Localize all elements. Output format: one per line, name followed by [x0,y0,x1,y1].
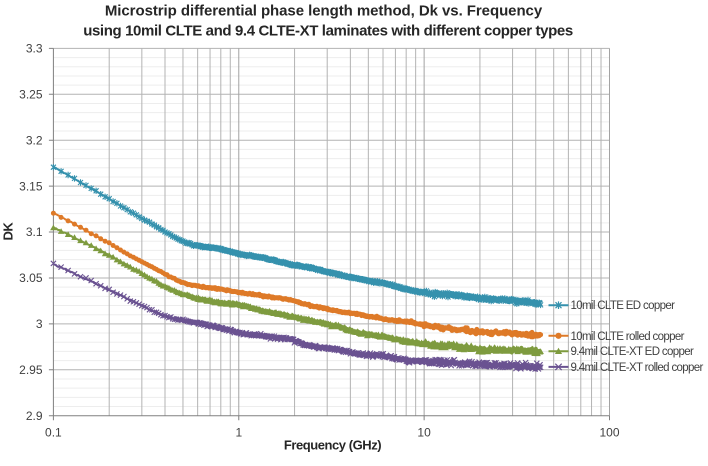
svg-text:0.1: 0.1 [45,426,62,440]
svg-text:3.3: 3.3 [26,42,43,56]
svg-text:10mil CLTE ED copper: 10mil CLTE ED copper [571,300,676,312]
svg-text:3.1: 3.1 [26,225,43,239]
svg-text:using 10mil CLTE and 9.4 CLTE-: using 10mil CLTE and 9.4 CLTE-XT laminat… [83,23,573,40]
svg-text:Frequency (GHz): Frequency (GHz) [284,438,381,453]
svg-text:100: 100 [599,426,619,440]
svg-text:9.4mil CLTE-XT rolled copper: 9.4mil CLTE-XT rolled copper [571,362,704,374]
svg-text:10: 10 [417,426,431,440]
svg-text:3.2: 3.2 [26,133,43,147]
svg-text:9.4mil CLTE-XT ED copper: 9.4mil CLTE-XT ED copper [571,346,694,358]
svg-text:DK: DK [1,222,16,241]
svg-text:10mil CLTE rolled copper: 10mil CLTE rolled copper [571,331,685,343]
svg-text:2.95: 2.95 [19,363,43,377]
svg-text:3.05: 3.05 [19,271,43,285]
svg-text:Microstrip differential phase: Microstrip differential phase length met… [105,3,543,20]
svg-text:1: 1 [235,426,242,440]
svg-text:3.15: 3.15 [19,179,43,193]
svg-text:3: 3 [36,317,43,331]
svg-text:3.25: 3.25 [19,88,43,102]
svg-text:2.9: 2.9 [26,409,43,423]
